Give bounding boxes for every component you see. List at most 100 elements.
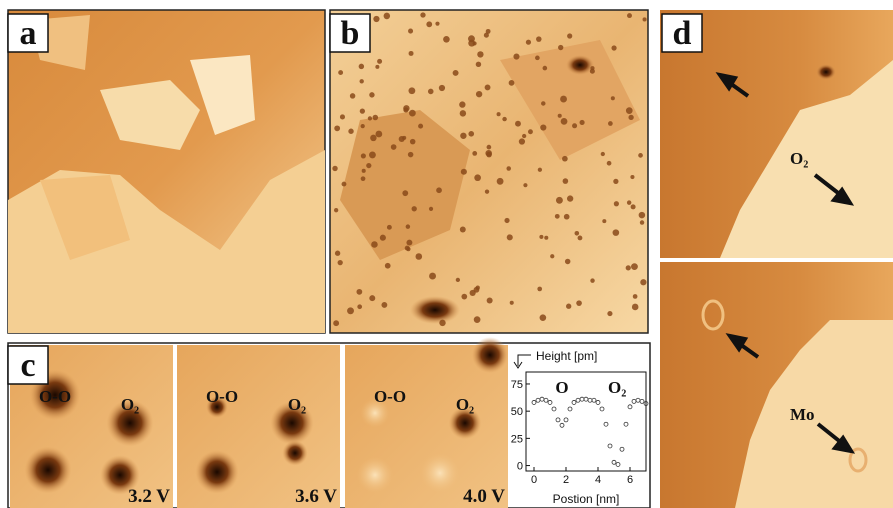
defect-dot [387, 225, 392, 230]
defect-dot [608, 121, 613, 126]
annotation: O₂ [608, 378, 626, 397]
defect-dot [470, 290, 476, 296]
defect-dot [556, 197, 563, 204]
defect-dot [513, 53, 519, 59]
annotation: O₂ [456, 395, 474, 414]
feature [357, 457, 393, 493]
defect-dot [555, 214, 560, 219]
y-tick-label: 25 [511, 433, 523, 445]
defect-dot [522, 134, 526, 138]
defect-dot [607, 311, 612, 316]
defect-dot [332, 166, 337, 171]
defect-dot [435, 22, 439, 26]
defect-dot [375, 131, 382, 138]
defect-dot [366, 163, 371, 168]
x-tick-label: 0 [531, 474, 537, 486]
defect-dot [535, 56, 540, 61]
defect-dot [613, 179, 618, 184]
defect-dot [564, 214, 570, 220]
defect-dot [371, 241, 378, 248]
defect-dot [572, 123, 577, 128]
defect-dot [537, 287, 542, 292]
y-tick-label: 50 [511, 406, 523, 418]
defect-dot [403, 107, 408, 112]
defect-dot [410, 139, 416, 145]
defect-dot [613, 229, 620, 236]
defect-dot [558, 45, 563, 50]
defect-dot [519, 138, 525, 144]
y-axis-title: Height [pm] [536, 349, 597, 363]
defect-dot [369, 151, 376, 158]
defect-dot [602, 219, 606, 223]
defect-dot [416, 253, 423, 260]
defect-dot [526, 40, 531, 45]
defect-dot [476, 286, 480, 290]
x-axis-title: Postion [nm] [553, 492, 620, 506]
defect-dot [350, 93, 355, 98]
defect-dot [497, 112, 501, 116]
defect-dot [409, 51, 414, 56]
defect-dot [544, 236, 548, 240]
y-tick-label: 75 [511, 379, 523, 391]
defect-dot [409, 110, 416, 117]
pit [816, 64, 836, 80]
defect-dot [476, 91, 482, 97]
defect-dot [476, 62, 481, 67]
defect-dot [359, 79, 363, 83]
defect-dot [632, 304, 639, 311]
x-tick-label: 2 [563, 474, 569, 486]
defect-dot [357, 304, 362, 309]
defect-dot [428, 89, 434, 95]
defect-dot [420, 12, 425, 17]
defect-dot [504, 218, 509, 223]
defect-dot [338, 260, 343, 265]
defect-dot [333, 320, 339, 326]
defect-dot [402, 190, 408, 196]
defect-dot [630, 175, 634, 179]
defect-dot [436, 187, 442, 193]
panel-b: b [330, 10, 648, 333]
defect-dot [377, 59, 382, 64]
defect-dot [509, 80, 515, 86]
defect-dot [536, 36, 541, 41]
panel-label: a [20, 15, 37, 52]
pit [566, 55, 594, 75]
defect-dot [429, 273, 436, 280]
defect-dot [461, 169, 467, 175]
feature [420, 453, 460, 493]
defect-dot [360, 109, 365, 114]
defect-dot [631, 263, 638, 270]
pit [410, 296, 460, 324]
defect-dot [368, 116, 372, 120]
panel-label: d [673, 15, 692, 52]
panel-label: b [341, 15, 360, 52]
defect-dot [561, 118, 568, 125]
defect-dot [381, 302, 387, 308]
defect-dot [558, 114, 562, 118]
defect-dot [638, 153, 643, 158]
defect-dot [487, 145, 492, 150]
annotation: O [555, 378, 568, 397]
defect-dot [611, 45, 616, 50]
defect-dot [540, 314, 547, 321]
defect-dot [560, 96, 567, 103]
defect-dot [507, 234, 513, 240]
defect-dot [628, 115, 633, 120]
defect-dot [506, 166, 511, 171]
defect-dot [342, 182, 347, 187]
defect-dot [384, 13, 391, 20]
annotation: O₂ [121, 395, 139, 414]
defect-dot [640, 220, 644, 224]
defect-dot [369, 92, 374, 97]
defect-dot [523, 183, 527, 187]
x-tick-label: 4 [595, 474, 601, 486]
defect-dot [334, 125, 340, 131]
defect-dot [461, 294, 467, 300]
annotation: O-O [39, 387, 71, 406]
defect-dot [380, 235, 386, 241]
page: {"panel_a": {"label": "a"}, "panel_b": {… [0, 0, 893, 508]
defect-dot [515, 121, 521, 127]
defect-dot [575, 231, 580, 236]
